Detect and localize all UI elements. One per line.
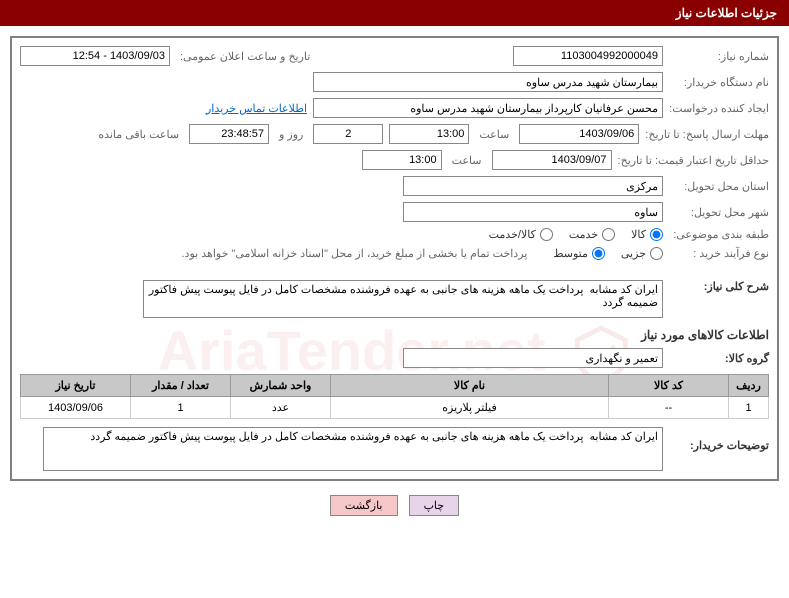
process-label: نوع فرآیند خرید : bbox=[669, 247, 769, 260]
time-label-1: ساعت bbox=[475, 128, 513, 141]
td-unit: عدد bbox=[231, 397, 331, 419]
time-label-2: ساعت bbox=[448, 154, 486, 167]
th-radif: ردیف bbox=[729, 375, 769, 397]
city-label: شهر محل تحویل: bbox=[669, 206, 769, 219]
city-field[interactable] bbox=[403, 202, 663, 222]
buyer-notes-field[interactable] bbox=[43, 427, 663, 471]
radio-goods-service-label: کالا/خدمت bbox=[489, 228, 536, 241]
announce-date-field[interactable] bbox=[20, 46, 170, 66]
td-code: -- bbox=[609, 397, 729, 419]
page-header: جزئیات اطلاعات نیاز bbox=[0, 0, 789, 26]
radio-partial[interactable]: جزیی bbox=[621, 247, 663, 260]
requester-label: ایجاد کننده درخواست: bbox=[669, 102, 769, 115]
radio-goods-service[interactable]: کالا/خدمت bbox=[489, 228, 553, 241]
radio-partial-input[interactable] bbox=[650, 247, 663, 260]
buyer-contact-link[interactable]: اطلاعات تماس خریدار bbox=[206, 102, 307, 115]
deadline-label: مهلت ارسال پاسخ: تا تاریخ: bbox=[645, 128, 769, 141]
validity-time-field[interactable] bbox=[362, 150, 442, 170]
province-label: استان محل تحویل: bbox=[669, 180, 769, 193]
deadline-time-field[interactable] bbox=[389, 124, 469, 144]
td-date: 1403/09/06 bbox=[21, 397, 131, 419]
main-frame: AriaTender.net شماره نیاز: تاریخ و ساعت … bbox=[10, 36, 779, 481]
countdown-field[interactable] bbox=[189, 124, 269, 144]
goods-group-field[interactable] bbox=[403, 348, 663, 368]
th-name: نام کالا bbox=[331, 375, 609, 397]
remaining-label: ساعت باقی مانده bbox=[94, 128, 183, 141]
category-radio-group: کالا خدمت کالا/خدمت bbox=[489, 228, 663, 241]
td-qty: 1 bbox=[131, 397, 231, 419]
radio-partial-label: جزیی bbox=[621, 247, 646, 260]
radio-medium[interactable]: متوسط bbox=[553, 247, 605, 260]
category-label: طبقه بندی موضوعی: bbox=[669, 228, 769, 241]
requester-field[interactable] bbox=[313, 98, 663, 118]
th-unit: واحد شمارش bbox=[231, 375, 331, 397]
button-row: چاپ بازگشت bbox=[0, 495, 789, 516]
back-button[interactable]: بازگشت bbox=[330, 495, 398, 516]
radio-medium-input[interactable] bbox=[592, 247, 605, 260]
radio-goods-service-input[interactable] bbox=[540, 228, 553, 241]
th-code: کد کالا bbox=[609, 375, 729, 397]
radio-service-label: خدمت bbox=[569, 228, 598, 241]
general-desc-field[interactable] bbox=[143, 280, 663, 318]
radio-medium-label: متوسط bbox=[553, 247, 588, 260]
td-name: فیلتر پلاریزه bbox=[331, 397, 609, 419]
goods-info-title: اطلاعات کالاهای مورد نیاز bbox=[20, 328, 769, 342]
th-date: تاریخ نیاز bbox=[21, 375, 131, 397]
goods-table: ردیف کد کالا نام کالا واحد شمارش تعداد /… bbox=[20, 374, 769, 419]
buyer-org-label: نام دستگاه خریدار: bbox=[669, 76, 769, 89]
days-remaining-field[interactable] bbox=[313, 124, 383, 144]
buyer-notes-label: توضیحات خریدار: bbox=[669, 427, 769, 452]
process-radio-group: جزیی متوسط bbox=[553, 247, 663, 260]
need-number-field[interactable] bbox=[513, 46, 663, 66]
print-button[interactable]: چاپ bbox=[409, 495, 460, 516]
deadline-date-field[interactable] bbox=[519, 124, 639, 144]
process-note: پرداخت تمام یا بخشی از مبلغ خرید، از محل… bbox=[182, 247, 528, 260]
table-row: 1 -- فیلتر پلاریزه عدد 1 1403/09/06 bbox=[21, 397, 769, 419]
announce-label: تاریخ و ساعت اعلان عمومی: bbox=[176, 50, 314, 63]
radio-service[interactable]: خدمت bbox=[569, 228, 615, 241]
days-label: روز و bbox=[275, 128, 307, 141]
validity-date-field[interactable] bbox=[492, 150, 612, 170]
radio-goods-input[interactable] bbox=[650, 228, 663, 241]
radio-goods[interactable]: کالا bbox=[631, 228, 663, 241]
goods-group-label: گروه کالا: bbox=[669, 352, 769, 365]
td-radif: 1 bbox=[729, 397, 769, 419]
need-number-label: شماره نیاز: bbox=[669, 50, 769, 63]
page-title: جزئیات اطلاعات نیاز bbox=[676, 6, 777, 20]
validity-label: حداقل تاریخ اعتبار قیمت: تا تاریخ: bbox=[618, 154, 769, 167]
radio-service-input[interactable] bbox=[602, 228, 615, 241]
table-header-row: ردیف کد کالا نام کالا واحد شمارش تعداد /… bbox=[21, 375, 769, 397]
buyer-org-field[interactable] bbox=[313, 72, 663, 92]
province-field[interactable] bbox=[403, 176, 663, 196]
radio-goods-label: کالا bbox=[631, 228, 646, 241]
th-qty: تعداد / مقدار bbox=[131, 375, 231, 397]
general-desc-label: شرح کلی نیاز: bbox=[669, 280, 769, 293]
